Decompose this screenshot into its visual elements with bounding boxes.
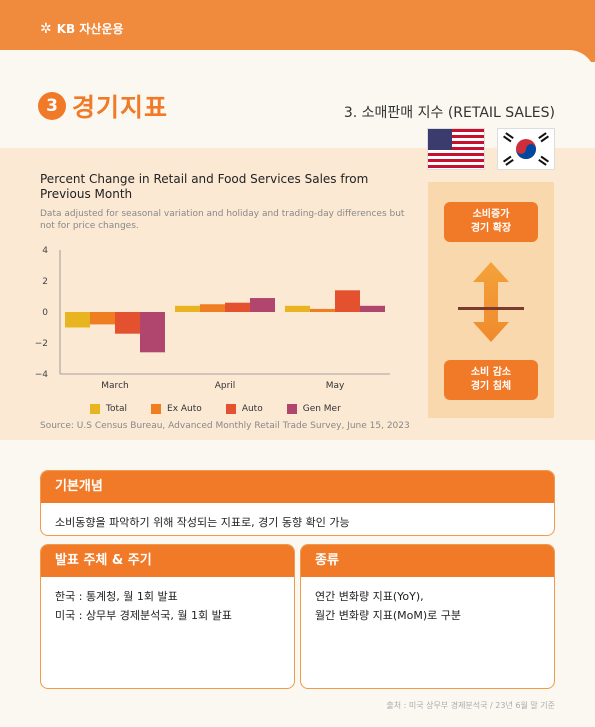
- legend-label: Auto: [241, 404, 263, 414]
- y-tick-label: −2: [35, 339, 48, 349]
- section-title: 경기지표: [72, 93, 169, 122]
- kind-heading: 종류: [301, 545, 554, 577]
- y-tick-label: −4: [35, 370, 49, 380]
- indicator-panel: 소비증가 경기 확장 소비 감소 경기 침체: [428, 182, 554, 418]
- legend-item: Total: [90, 404, 127, 414]
- bar-ex-auto-april: [200, 304, 225, 312]
- bar-total-may: [285, 305, 310, 312]
- legend-item: Ex Auto: [151, 404, 202, 414]
- x-tick-label: May: [326, 381, 345, 391]
- consumption-up-label: 소비증가 경기 확장: [470, 209, 512, 234]
- chart-note: Data adjusted for seasonal variation and…: [40, 209, 405, 231]
- section-number-badge: 3: [38, 92, 66, 120]
- bar-ex-auto-march: [90, 312, 115, 325]
- legend-swatch: [151, 404, 162, 414]
- consumption-up-badge: 소비증가 경기 확장: [444, 202, 538, 242]
- chart-title: Percent Change in Retail and Food Servic…: [40, 172, 369, 201]
- legend-swatch: [225, 404, 236, 414]
- publisher-heading: 발표 주체 & 주기: [41, 545, 294, 577]
- kind-mom: 월간 변화량 지표(MoM)로 구분: [315, 609, 461, 622]
- retail-sales-bar-chart: 4 2 0 −2 −4 March April May: [35, 246, 390, 391]
- y-tick-label: 2: [42, 277, 48, 287]
- chart-legend: Total Ex Auto Auto Gen Mer: [90, 404, 341, 414]
- us-flag-icon: [427, 128, 485, 170]
- consumption-down-badge: 소비 감소 경기 침체: [444, 360, 538, 400]
- legend-item: Auto: [225, 404, 263, 414]
- publisher-body: 한국 : 통계청, 월 1회 발표 미국 : 상무부 경제분석국, 월 1회 발…: [41, 577, 294, 635]
- up-down-arrow-icon: [473, 262, 509, 342]
- kind-box: 종류 연간 변화량 지표(YoY), 월간 변화량 지표(MoM)로 구분: [300, 544, 555, 689]
- baseline-divider: [458, 307, 524, 310]
- y-tick-label: 4: [42, 246, 48, 256]
- bar-total-april: [175, 305, 200, 312]
- legend-label: Total: [106, 404, 128, 414]
- section-subtitle: 3. 소매판매 지수 (RETAIL SALES): [343, 105, 555, 121]
- y-tick-label: 0: [42, 308, 48, 318]
- korea-flag-icon: [497, 128, 555, 170]
- kind-body: 연간 변화량 지표(YoY), 월간 변화량 지표(MoM)로 구분: [301, 577, 554, 635]
- bar-total-march: [65, 312, 90, 328]
- basic-concept-box: 기본개념 소비동향을 파악하기 위해 작성되는 지표로, 경기 동향 확인 가능: [40, 470, 555, 536]
- bar-gen-mer-may: [360, 305, 385, 312]
- consumption-down-label: 소비 감소 경기 침체: [470, 367, 512, 392]
- legend-item: Gen Mer: [286, 404, 341, 414]
- legend-swatch: [90, 404, 100, 414]
- brand-logo: ✲ KB 자산운용: [40, 20, 124, 37]
- bar-gen-mer-april: [250, 298, 275, 312]
- publisher-us: 미국 : 상무부 경제분석국, 월 1회 발표: [55, 609, 232, 622]
- legend-label: Gen Mer: [302, 404, 341, 414]
- publisher-box: 발표 주체 & 주기 한국 : 통계청, 월 1회 발표 미국 : 상무부 경제…: [40, 544, 295, 689]
- bar-auto-april: [225, 302, 250, 312]
- basic-concept-text: 소비동향을 파악하기 위해 작성되는 지표로, 경기 동향 확인 가능: [55, 516, 350, 529]
- publisher-korea: 한국 : 통계청, 월 1회 발표: [55, 590, 178, 603]
- kb-star-icon: ✲: [40, 20, 52, 37]
- x-tick-label: April: [215, 381, 236, 391]
- chart-source: Source: U.S Census Bureau, Advanced Mont…: [40, 421, 410, 431]
- bar-ex-auto-may: [310, 308, 335, 312]
- bar-gen-mer-march: [140, 312, 165, 353]
- bar-auto-may: [335, 290, 360, 312]
- basic-concept-heading: 기본개념: [41, 471, 554, 503]
- x-tick-label: March: [101, 381, 128, 391]
- legend-label: Ex Auto: [167, 404, 202, 414]
- footnote: 출처 : 미국 상무부 경제분석국 / 23년 6월 말 기준: [386, 701, 555, 710]
- bar-auto-march: [115, 312, 140, 334]
- kind-yoy: 연간 변화량 지표(YoY),: [315, 590, 424, 603]
- legend-swatch: [286, 404, 297, 414]
- brand-name: KB 자산운용: [56, 22, 124, 36]
